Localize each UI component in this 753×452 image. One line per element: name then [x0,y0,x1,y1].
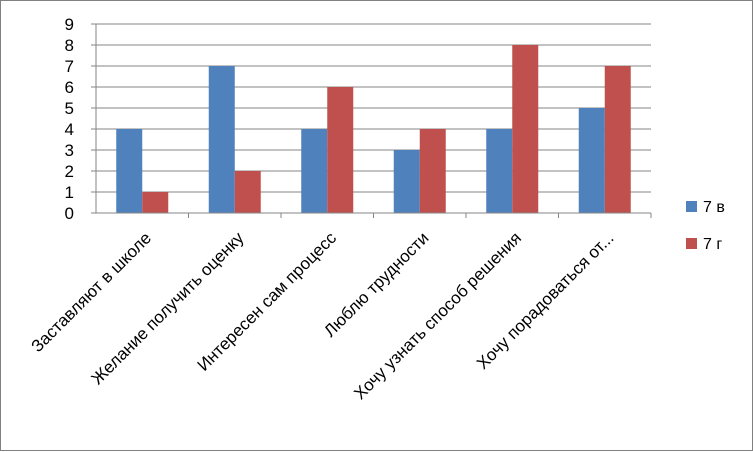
bar [327,87,354,213]
gridlines [96,23,651,193]
bar [116,129,143,213]
bar [604,66,631,213]
y-tick-label: 7 [65,57,74,76]
y-tick-label: 6 [65,78,74,97]
bar [208,66,235,213]
bar [578,108,605,213]
x-category-label: Желание получить оценку [88,228,248,388]
bar [393,150,420,213]
x-category-label: Хочу узнать способ решения [350,228,525,403]
y-tick-label: 2 [65,162,74,181]
legend: 7 в 7 г [686,199,725,253]
bar [142,192,169,213]
legend-swatch [686,201,697,212]
y-tick-label: 8 [65,36,74,55]
y-tick-label: 4 [65,120,74,139]
y-tick-label: 1 [65,183,74,202]
bar [486,129,513,213]
legend-label: 7 в [703,199,725,216]
bars [116,45,631,213]
bar [301,129,328,213]
legend-swatch [686,238,697,249]
y-tick-label: 0 [65,204,74,223]
axes [91,23,652,218]
y-axis-tick-labels: 0 1 2 3 4 5 6 7 8 9 [65,15,74,223]
y-tick-label: 9 [65,15,74,34]
legend-label: 7 г [703,236,722,253]
bar [419,129,446,213]
bar [512,45,539,213]
bar [234,171,261,213]
y-tick-label: 3 [65,141,74,160]
y-tick-label: 5 [65,99,74,118]
